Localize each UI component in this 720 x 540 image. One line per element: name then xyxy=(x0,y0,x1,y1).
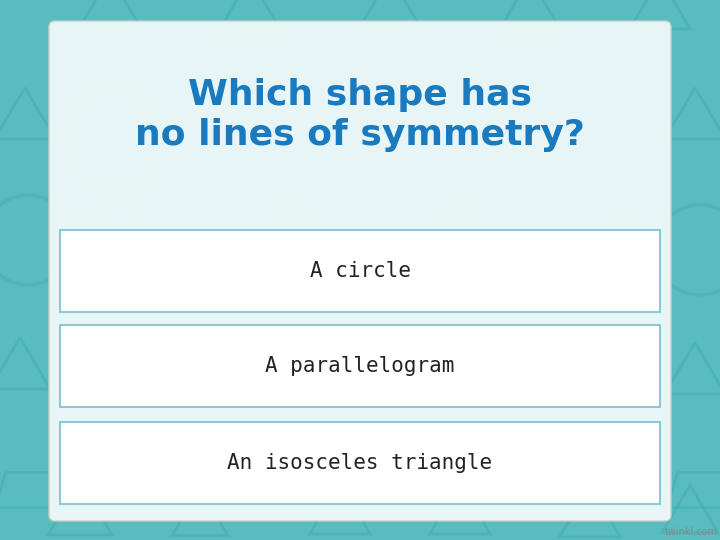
Text: no lines of symmetry?: no lines of symmetry? xyxy=(135,118,585,152)
Text: An isosceles triangle: An isosceles triangle xyxy=(228,453,492,473)
Text: twinkl.com: twinkl.com xyxy=(665,527,718,537)
FancyBboxPatch shape xyxy=(49,21,671,521)
FancyBboxPatch shape xyxy=(60,325,660,407)
FancyBboxPatch shape xyxy=(60,422,660,504)
Text: Which shape has: Which shape has xyxy=(188,78,532,112)
Text: A parallelogram: A parallelogram xyxy=(265,356,455,376)
Text: A circle: A circle xyxy=(310,261,410,281)
FancyBboxPatch shape xyxy=(60,230,660,312)
